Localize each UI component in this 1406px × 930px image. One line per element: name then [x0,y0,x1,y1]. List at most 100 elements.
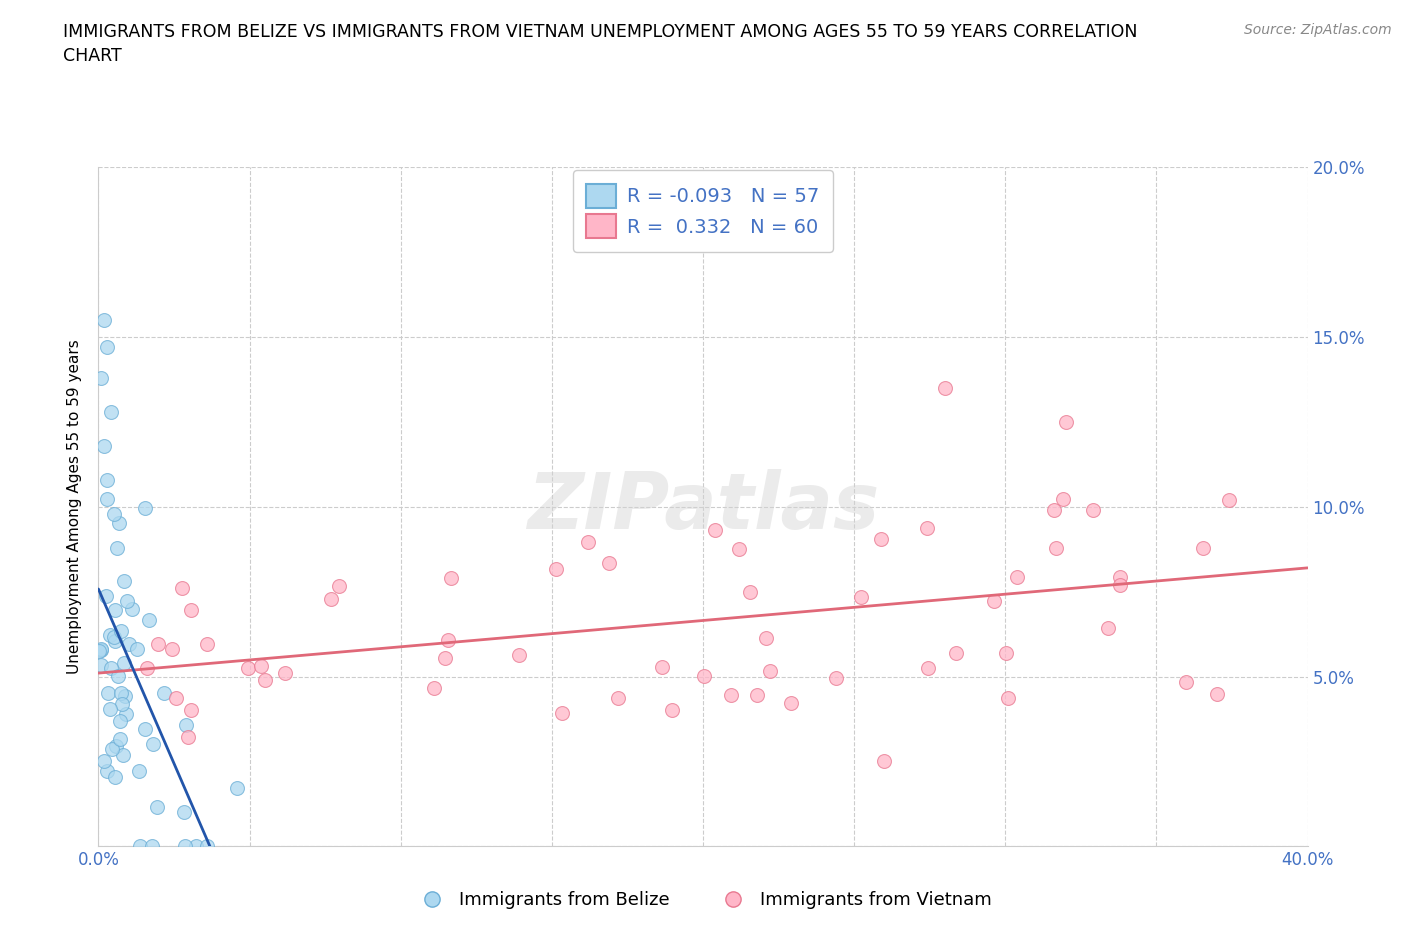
Point [436,632,458,647]
Point [225,780,247,795]
Point [93,438,115,453]
Point [873,754,896,769]
Point [433,651,456,666]
Point [704,523,727,538]
Point [104,602,127,617]
Point [93,753,115,768]
Point [112,574,135,589]
Point [117,594,139,609]
Point [728,541,751,556]
Point [551,706,574,721]
Point [110,686,132,701]
Point [108,515,131,530]
Point [934,380,956,395]
Point [142,737,165,751]
Point [1191,540,1213,555]
Point [160,642,183,657]
Point [104,770,127,785]
Point [146,637,169,652]
Point [328,578,350,593]
Point [96,492,118,507]
Text: ZIPatlas: ZIPatlas [527,469,879,545]
Legend: Immigrants from Belize, Immigrants from Vietnam: Immigrants from Belize, Immigrants from … [406,884,1000,916]
Point [720,687,742,702]
Point [105,540,128,555]
Point [90,658,112,672]
Point [1007,570,1029,585]
Point [111,697,134,711]
Point [1081,503,1104,518]
Point [1174,675,1197,690]
Point [110,731,132,746]
Point [127,642,149,657]
Point [917,661,939,676]
Point [779,696,801,711]
Point [90,641,112,656]
Point [97,685,120,700]
Point [134,722,156,737]
Point [165,690,187,705]
Point [141,839,163,854]
Point [254,672,277,687]
Point [236,660,259,675]
Point [1097,620,1119,635]
Point [110,624,132,639]
Point [1042,503,1064,518]
Point [90,643,112,658]
Point [849,590,872,604]
Point [128,764,150,778]
Point [110,713,132,728]
Point [1045,540,1067,555]
Point [1109,569,1132,584]
Point [90,370,112,385]
Point [100,660,122,675]
Point [98,628,121,643]
Point [195,637,218,652]
Point [945,645,967,660]
Point [983,593,1005,608]
Point [134,500,156,515]
Point [96,339,118,354]
Point [508,648,530,663]
Point [576,534,599,549]
Point [273,666,295,681]
Point [170,580,193,595]
Point [1206,686,1229,701]
Point [440,570,463,585]
Point [94,589,117,604]
Point [755,631,778,646]
Point [738,585,761,600]
Point [118,636,141,651]
Point [177,730,200,745]
Point [89,644,111,658]
Point [101,741,124,756]
Point [104,738,127,753]
Point [661,703,683,718]
Point [96,472,118,487]
Point [93,312,115,327]
Point [607,691,630,706]
Point [174,839,197,854]
Point [103,630,125,644]
Point [111,748,134,763]
Point [184,839,207,854]
Point [115,706,138,721]
Point [825,671,848,685]
Point [1052,491,1074,506]
Point [994,645,1017,660]
Point [153,685,176,700]
Point [747,687,769,702]
Legend: R = -0.093   N = 57, R =  0.332   N = 60: R = -0.093 N = 57, R = 0.332 N = 60 [572,170,834,252]
Point [1218,493,1240,508]
Point [1108,578,1130,592]
Point [180,603,202,618]
Point [997,690,1019,705]
Point [174,718,197,733]
Point [135,660,157,675]
Point [107,669,129,684]
Point [1054,415,1077,430]
Point [103,506,125,521]
Point [544,562,567,577]
Point [146,800,169,815]
Point [112,656,135,671]
